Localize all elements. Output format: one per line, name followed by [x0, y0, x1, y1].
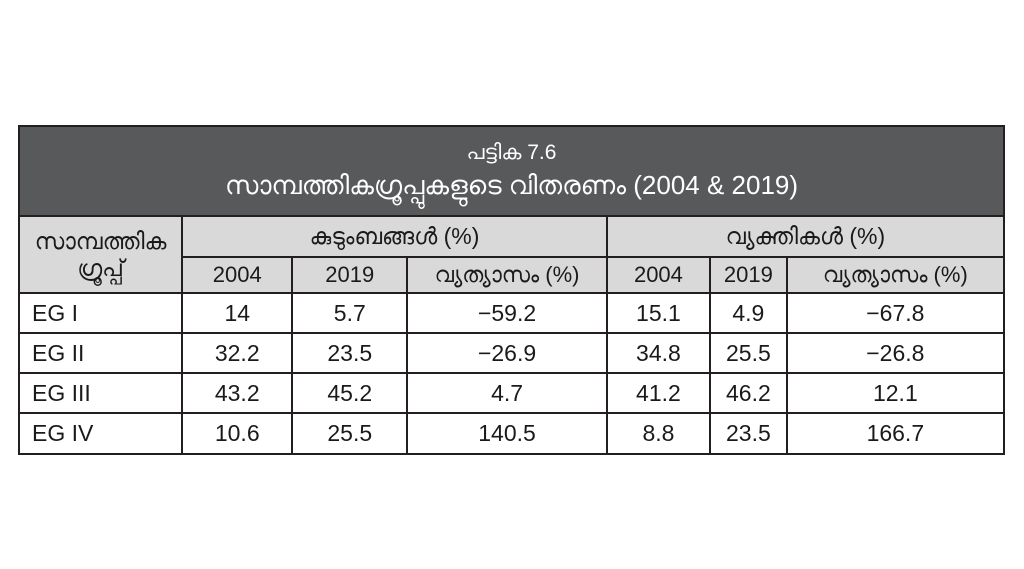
table-cell: 140.5	[406, 412, 608, 453]
col-header-families-2004: 2004	[182, 256, 294, 294]
table-cell: 15.1	[605, 292, 712, 334]
data-table: സാമ്പത്തിക ഗ്രൂപ്പ് കുടുംബങ്ങൾ (%) വ്യക്…	[20, 217, 1003, 453]
table-cell: −26.8	[785, 332, 1003, 374]
row-header-line1: സാമ്പത്തിക	[34, 227, 167, 254]
row-header-line2: ഗ്രൂപ്പ്	[77, 254, 124, 281]
table-cell: 25.5	[709, 332, 788, 374]
table-cell: 25.5	[291, 412, 409, 453]
table-title-bar: പട്ടിക 7.6 സാമ്പത്തികഗ്രൂപ്പുകളുടെ വിതരണ…	[20, 127, 1003, 217]
table-cell: −59.2	[406, 292, 608, 334]
table-cell: 41.2	[605, 372, 712, 414]
table-row: EG II 32.2 23.5 −26.9 34.8 25.5 −26.8	[20, 332, 1003, 374]
table-cell: −26.9	[406, 332, 608, 374]
table-cell: 23.5	[291, 332, 409, 374]
table-cell: 14	[181, 292, 294, 334]
table-title: പട്ടിക 7.6	[466, 141, 557, 164]
table-cell: 43.2	[181, 372, 294, 414]
table-cell: 4.9	[709, 292, 788, 334]
table-subtitle: സാമ്പത്തികഗ്രൂപ്പുകളുടെ വിതരണം (2004 & 2…	[224, 170, 799, 200]
table-cell: 46.2	[709, 372, 788, 414]
table-7-6: പട്ടിക 7.6 സാമ്പത്തികഗ്രൂപ്പുകളുടെ വിതരണ…	[18, 125, 1005, 455]
row-label: EG I	[20, 292, 184, 334]
table-cell: −67.8	[785, 292, 1003, 334]
col-group-persons: വ്യക്തികൾ (%)	[605, 217, 1003, 258]
col-header-families-change: വ്യത്യാസം (%)	[406, 256, 608, 294]
col-header-persons-2019: 2019	[709, 256, 788, 294]
table-cell: 8.8	[605, 412, 712, 453]
table-cell: 166.7	[785, 412, 1003, 453]
row-label: EG II	[20, 332, 184, 374]
table-row: EG III 43.2 45.2 4.7 41.2 46.2 12.1	[20, 372, 1003, 414]
col-header-persons-2004: 2004	[605, 256, 712, 294]
row-label: EG III	[20, 372, 184, 414]
table-cell: 45.2	[291, 372, 409, 414]
col-header-families-2019: 2019	[291, 256, 409, 294]
col-group-families: കുടുംബങ്ങൾ (%)	[181, 217, 608, 258]
sub-header-row: 2004 2019 വ്യത്യാസം (%) 2004 2019 വ്യത്യ…	[20, 256, 1003, 294]
table-cell: 12.1	[785, 372, 1003, 414]
table-row: EG I 14 5.7 −59.2 15.1 4.9 −67.8	[20, 292, 1003, 334]
table-cell: 4.7	[406, 372, 608, 414]
col-header-persons-change: വ്യത്യാസം (%)	[785, 256, 1003, 294]
row-label: EG IV	[20, 412, 184, 453]
table-cell: 10.6	[181, 412, 294, 453]
table-cell: 34.8	[605, 332, 712, 374]
table-cell: 32.2	[181, 332, 294, 374]
table-cell: 23.5	[709, 412, 788, 453]
table-row: EG IV 10.6 25.5 140.5 8.8 23.5 166.7	[20, 412, 1003, 453]
row-header-cell: സാമ്പത്തിക ഗ്രൂപ്പ്	[20, 217, 184, 294]
group-header-row: സാമ്പത്തിക ഗ്രൂപ്പ് കുടുംബങ്ങൾ (%) വ്യക്…	[20, 217, 1003, 294]
table-cell: 5.7	[291, 292, 409, 334]
